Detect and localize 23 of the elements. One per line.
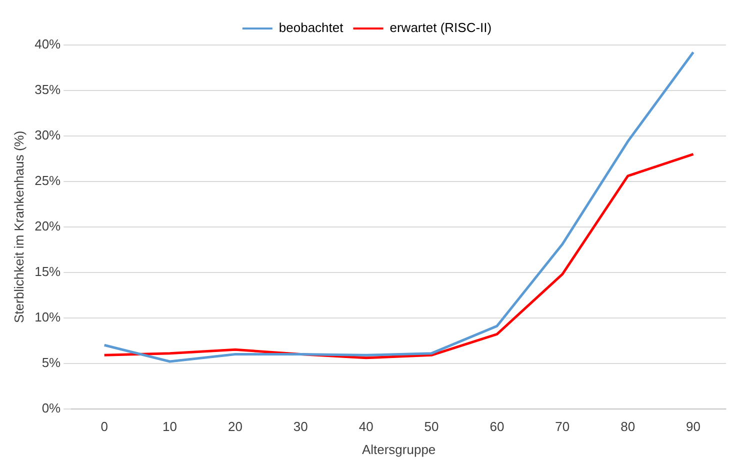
x-tick-label: 10 (162, 419, 178, 434)
x-tick-label: 70 (555, 419, 570, 434)
x-tick-label: 90 (686, 419, 701, 434)
x-tick-label: 80 (620, 419, 636, 434)
x-tick-label: 30 (293, 419, 308, 434)
legend-label: erwartet (RISC-II) (390, 20, 492, 36)
y-axis-title: Sterblichkeit im Krankenhaus (%) (11, 130, 26, 323)
x-axis-title: Altersgruppe (362, 442, 436, 457)
x-tick-label: 0 (100, 419, 108, 434)
y-tick-label: 40% (34, 36, 62, 52)
x-tick-label: 60 (490, 419, 504, 434)
y-tick-label: 0% (42, 400, 62, 416)
y-tick-label: 30% (34, 128, 62, 143)
x-tick-label: 50 (424, 419, 439, 434)
y-tick-label: 25% (34, 173, 62, 188)
y-tick-label: 5% (42, 354, 62, 370)
y-tick-label: 20% (34, 218, 62, 234)
x-tick-label: 20 (228, 419, 242, 434)
y-tick-label: 15% (34, 264, 62, 279)
legend-label: beobachtet (278, 20, 344, 36)
y-tick-label: 35% (34, 82, 62, 98)
y-tick-label: 10% (34, 309, 62, 324)
x-tick-label: 40 (358, 419, 374, 434)
